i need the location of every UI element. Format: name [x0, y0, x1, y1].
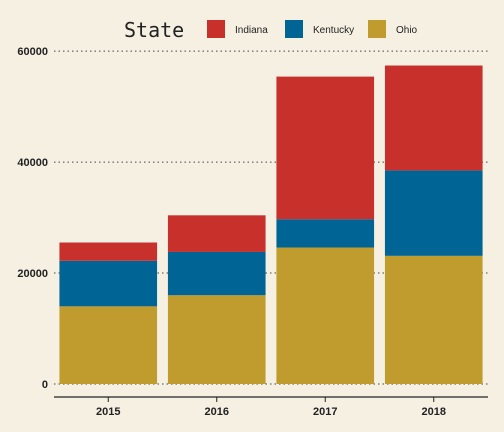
bars	[59, 65, 483, 384]
bar-segment-kentucky	[167, 251, 266, 296]
bar-segment-kentucky	[384, 170, 483, 256]
bar-segment-indiana	[276, 76, 375, 220]
x-tick-label: 2015	[96, 406, 120, 418]
legend-title: State	[124, 18, 184, 42]
bar-segment-kentucky	[59, 260, 158, 307]
bar-segment-ohio	[167, 295, 266, 384]
bar-segment-indiana	[59, 242, 158, 261]
legend-swatch-ohio	[368, 20, 386, 38]
x-tick-label: 2018	[422, 406, 446, 418]
bar-segment-kentucky	[276, 219, 375, 248]
bar-segment-ohio	[384, 255, 483, 384]
legend-label-indiana: Indiana	[235, 25, 268, 36]
legend-label-ohio: Ohio	[396, 25, 418, 36]
x-axis-ticks: 2015 2016 2017 2018	[96, 397, 446, 418]
legend-swatch-kentucky	[285, 20, 303, 38]
y-tick-label: 40000	[17, 157, 48, 169]
bar-segment-indiana	[384, 65, 483, 171]
x-tick-label: 2017	[313, 406, 337, 418]
legend-label-kentucky: Kentucky	[313, 25, 354, 36]
y-tick-label: 20000	[17, 268, 48, 280]
legend-swatch-indiana	[207, 20, 225, 38]
y-tick-label: 0	[42, 379, 48, 391]
bar-segment-indiana	[167, 215, 266, 252]
x-tick-label: 2016	[205, 406, 229, 418]
bar-segment-ohio	[276, 247, 375, 384]
legend: State Indiana Kentucky Ohio	[124, 18, 418, 42]
y-tick-label: 60000	[17, 46, 48, 58]
bar-segment-ohio	[59, 306, 158, 384]
